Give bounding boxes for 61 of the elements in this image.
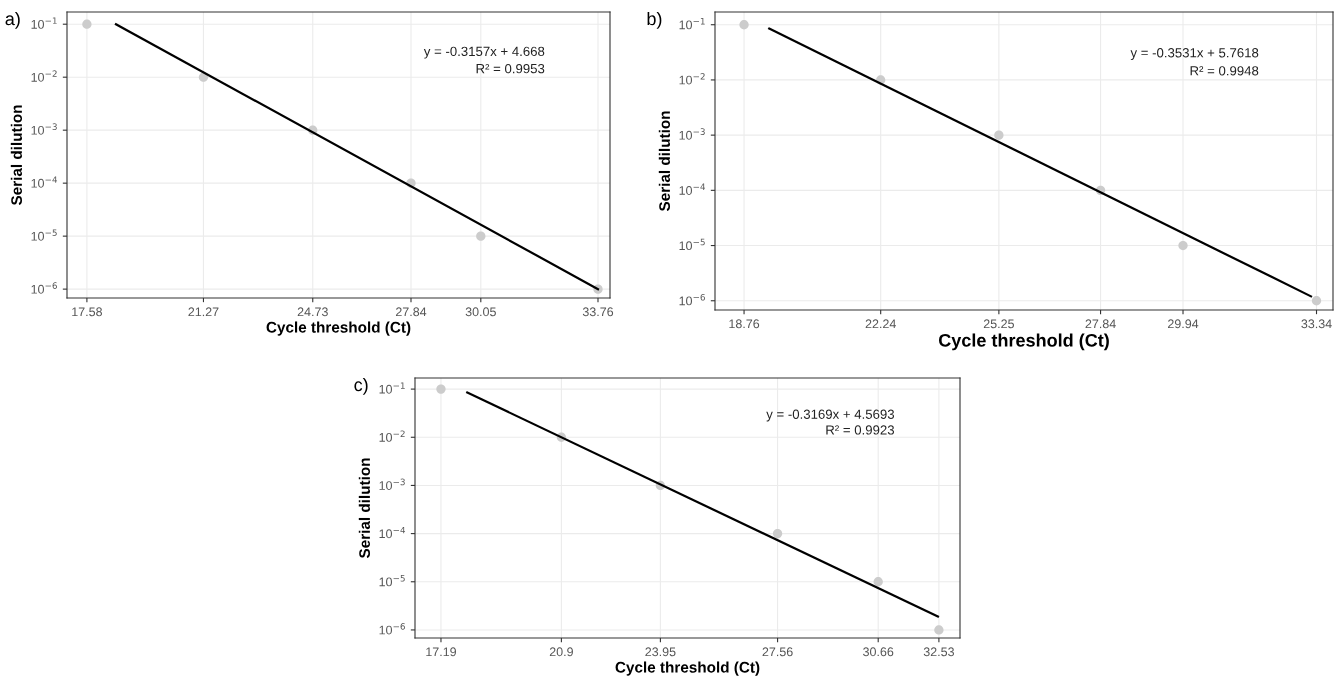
x-tick-label: 33.34 bbox=[1301, 319, 1332, 329]
annotation: R² = 0.9948 bbox=[1190, 66, 1259, 76]
point bbox=[772, 528, 783, 539]
point bbox=[873, 577, 883, 587]
text: a) bbox=[5, 12, 20, 29]
point bbox=[934, 625, 944, 635]
annotation: y = -0.3169x + 4.5693 bbox=[766, 409, 895, 422]
x-tick-label: 33.76 bbox=[582, 307, 614, 317]
y-tick-label: 10$^{−2}$ bbox=[31, 70, 57, 82]
y-tick-label: 10$^{−2}$ bbox=[679, 73, 705, 85]
y-axis-title: Serial dilution bbox=[658, 111, 671, 212]
text: c) bbox=[354, 378, 368, 395]
y-axis-title: Serial dilution bbox=[10, 105, 23, 206]
y-tick-label: 10$^{−6}$ bbox=[379, 623, 405, 635]
annotation: R² = 0.9953 bbox=[476, 63, 545, 74]
x-tick-label: 18.76 bbox=[729, 319, 760, 329]
text: b) bbox=[647, 12, 662, 29]
point bbox=[436, 384, 446, 394]
point bbox=[82, 19, 92, 29]
x-tick-label: 30.05 bbox=[465, 307, 496, 317]
x-tick-label: 17.58 bbox=[72, 307, 102, 317]
y-tick-label: 10$^{−3}$ bbox=[379, 478, 405, 490]
x-tick-label: 30.66 bbox=[863, 647, 894, 657]
y-tick-label: 10$^{−1}$ bbox=[679, 18, 705, 30]
annotation: R² = 0.9923 bbox=[826, 425, 895, 435]
x-tick-label: 27.84 bbox=[395, 307, 427, 317]
y-tick-label: 10$^{−2}$ bbox=[379, 430, 405, 442]
x-axis-title: Cycle threshold (Ct) bbox=[938, 333, 1109, 351]
y-tick-label: 10$^{−5}$ bbox=[31, 229, 57, 241]
point bbox=[994, 130, 1004, 140]
x-tick-label: 27.84 bbox=[1085, 319, 1116, 329]
y-tick-label: 10$^{−5}$ bbox=[679, 238, 705, 251]
annotation: y = -0.3531x + 5.7618 bbox=[1130, 48, 1259, 61]
annotation: y = -0.3157x + 4.668 bbox=[423, 46, 545, 59]
x-tick-label: 24.73 bbox=[297, 307, 328, 317]
point bbox=[739, 20, 749, 30]
x-axis-title: Cycle threshold (Ct) bbox=[615, 661, 760, 676]
x-tick-label: 21.27 bbox=[188, 307, 219, 317]
point bbox=[476, 231, 486, 241]
point bbox=[1178, 240, 1188, 251]
y-tick-label: 10$^{−4}$ bbox=[31, 176, 58, 188]
x-tick-label: 27.56 bbox=[762, 647, 793, 657]
y-tick-label: 10$^{−1}$ bbox=[379, 382, 405, 394]
y-tick-label: 10$^{−5}$ bbox=[379, 575, 405, 587]
x-axis-title: Cycle threshold (Ct) bbox=[266, 321, 411, 336]
x-tick-label: 23.95 bbox=[645, 647, 676, 657]
y-tick-label: 10$^{−4}$ bbox=[679, 183, 706, 195]
y-tick-label: 10$^{−6}$ bbox=[679, 293, 705, 306]
y-axis-title: Serial dilution bbox=[358, 458, 371, 559]
x-tick-label: 22.24 bbox=[865, 319, 896, 329]
y-tick-label: 10$^{−3}$ bbox=[679, 128, 705, 140]
x-tick-label: 25.25 bbox=[983, 319, 1014, 329]
y-tick-label: 10$^{−3}$ bbox=[31, 123, 57, 135]
y-tick-label: 10$^{−1}$ bbox=[31, 17, 57, 29]
y-tick-label: 10$^{−6}$ bbox=[31, 282, 57, 294]
y-tick-label: 10$^{−4}$ bbox=[379, 526, 406, 539]
x-tick-label: 20.9 bbox=[549, 647, 573, 657]
x-tick-label: 32.53 bbox=[923, 647, 954, 657]
point bbox=[1311, 296, 1322, 306]
x-tick-label: 17.19 bbox=[426, 647, 457, 657]
x-tick-label: 29.94 bbox=[1168, 319, 1199, 329]
